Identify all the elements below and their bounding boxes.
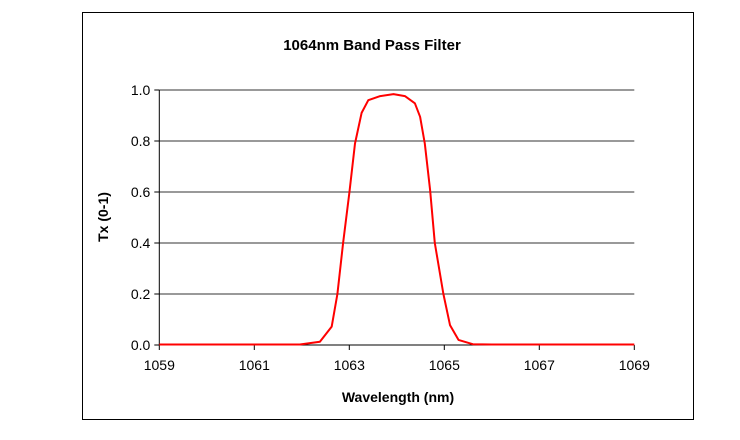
- y-tick-label: 0.2: [131, 286, 151, 302]
- y-axis-label: Tx (0-1): [95, 192, 111, 242]
- x-tick-label: 1069: [619, 357, 650, 373]
- chart-title: 1064nm Band Pass Filter: [283, 37, 461, 54]
- x-tick-label: 1059: [144, 357, 175, 373]
- y-tick-label: 0.8: [131, 133, 151, 149]
- series-line-0: [159, 93, 635, 346]
- x-tick-label: 1065: [429, 357, 460, 373]
- x-axis-label: Wavelength (nm): [342, 389, 454, 405]
- chart-area: [82, 12, 694, 420]
- x-tick-label: 1063: [334, 357, 365, 373]
- y-tick-label: 0.6: [131, 184, 151, 200]
- y-tick-label: 0.0: [131, 337, 151, 353]
- y-tick-label: 0.4: [131, 235, 151, 251]
- x-tick-label: 1061: [239, 357, 270, 373]
- y-tick-label: 1.0: [131, 82, 151, 98]
- x-tick-label: 1067: [524, 357, 555, 373]
